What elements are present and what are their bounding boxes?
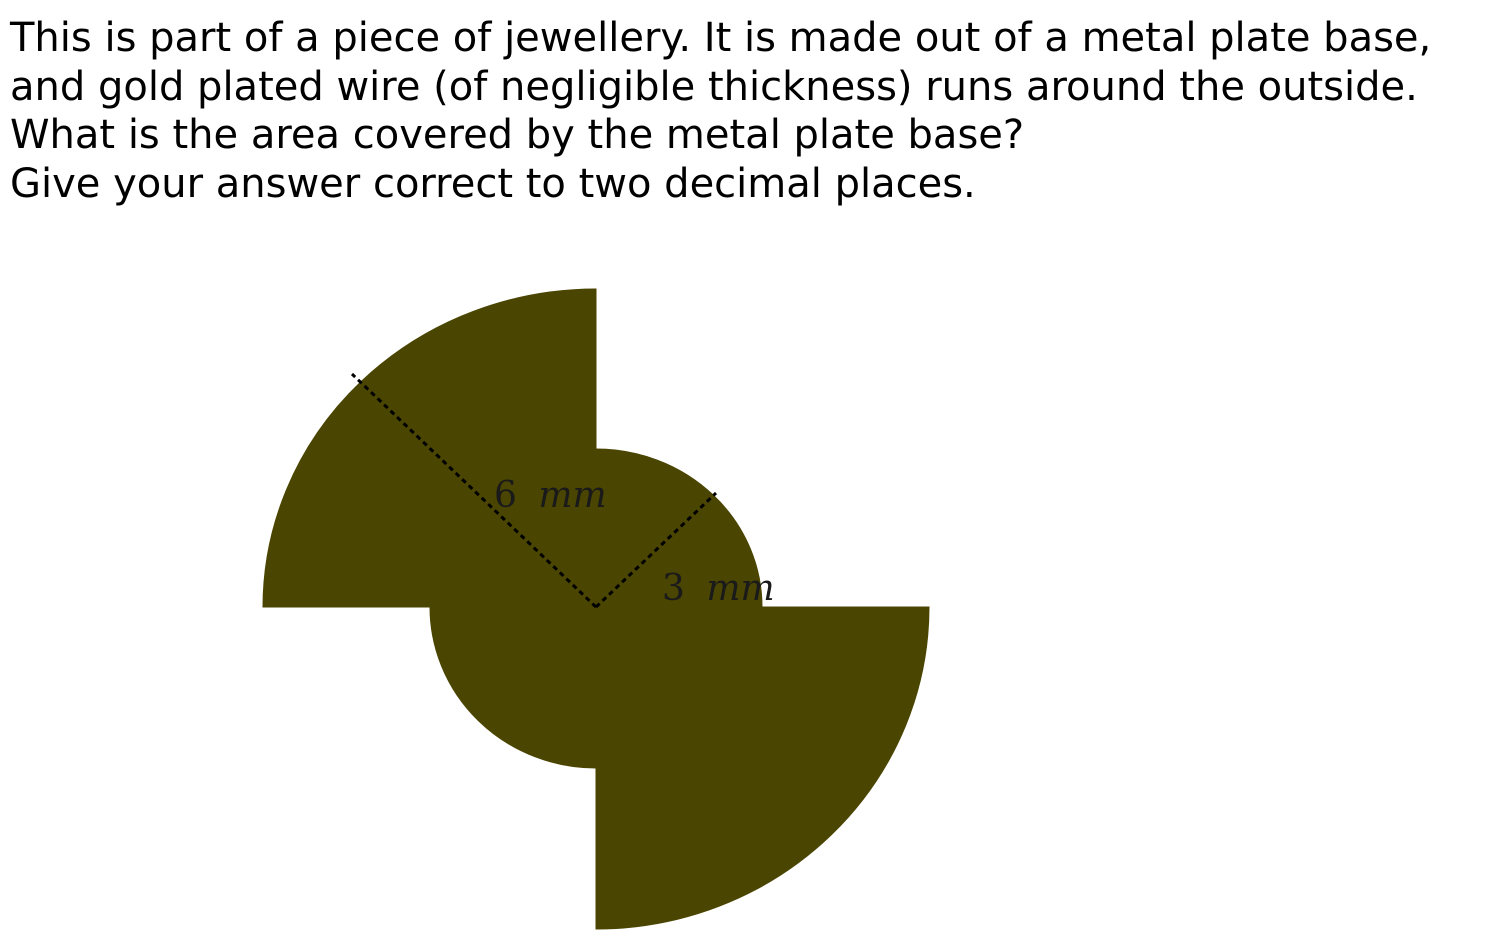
large-radius-dashed-line — [350, 372, 598, 609]
large-radius-unit: mm — [538, 475, 606, 516]
large-quarter-sector-bottom-right — [595, 606, 930, 930]
question-line-2: and gold plated wire (of negligible thic… — [10, 63, 1418, 110]
question-line-3: What is the area covered by the metal pl… — [10, 112, 1025, 158]
small-radius-value: 3 — [662, 568, 685, 609]
question-line-4: Give your answer correct to two decimal … — [10, 160, 976, 207]
large-radius-value: 6 — [494, 475, 517, 516]
question-text: This is part of a piece of jewellery. It… — [10, 14, 1490, 208]
small-radius-unit: mm — [706, 568, 774, 609]
large-radius-label: 6 mm — [494, 475, 607, 516]
small-radius-label: 3 mm — [662, 568, 775, 609]
small-radius-dashed-line — [594, 491, 718, 609]
question-line-1: This is part of a piece of jewellery. It… — [10, 15, 1432, 61]
small-quarter-sector-bottom-left — [429, 606, 597, 769]
metal-plate-shape — [262, 288, 930, 930]
large-quarter-sector-top-left — [262, 288, 597, 608]
